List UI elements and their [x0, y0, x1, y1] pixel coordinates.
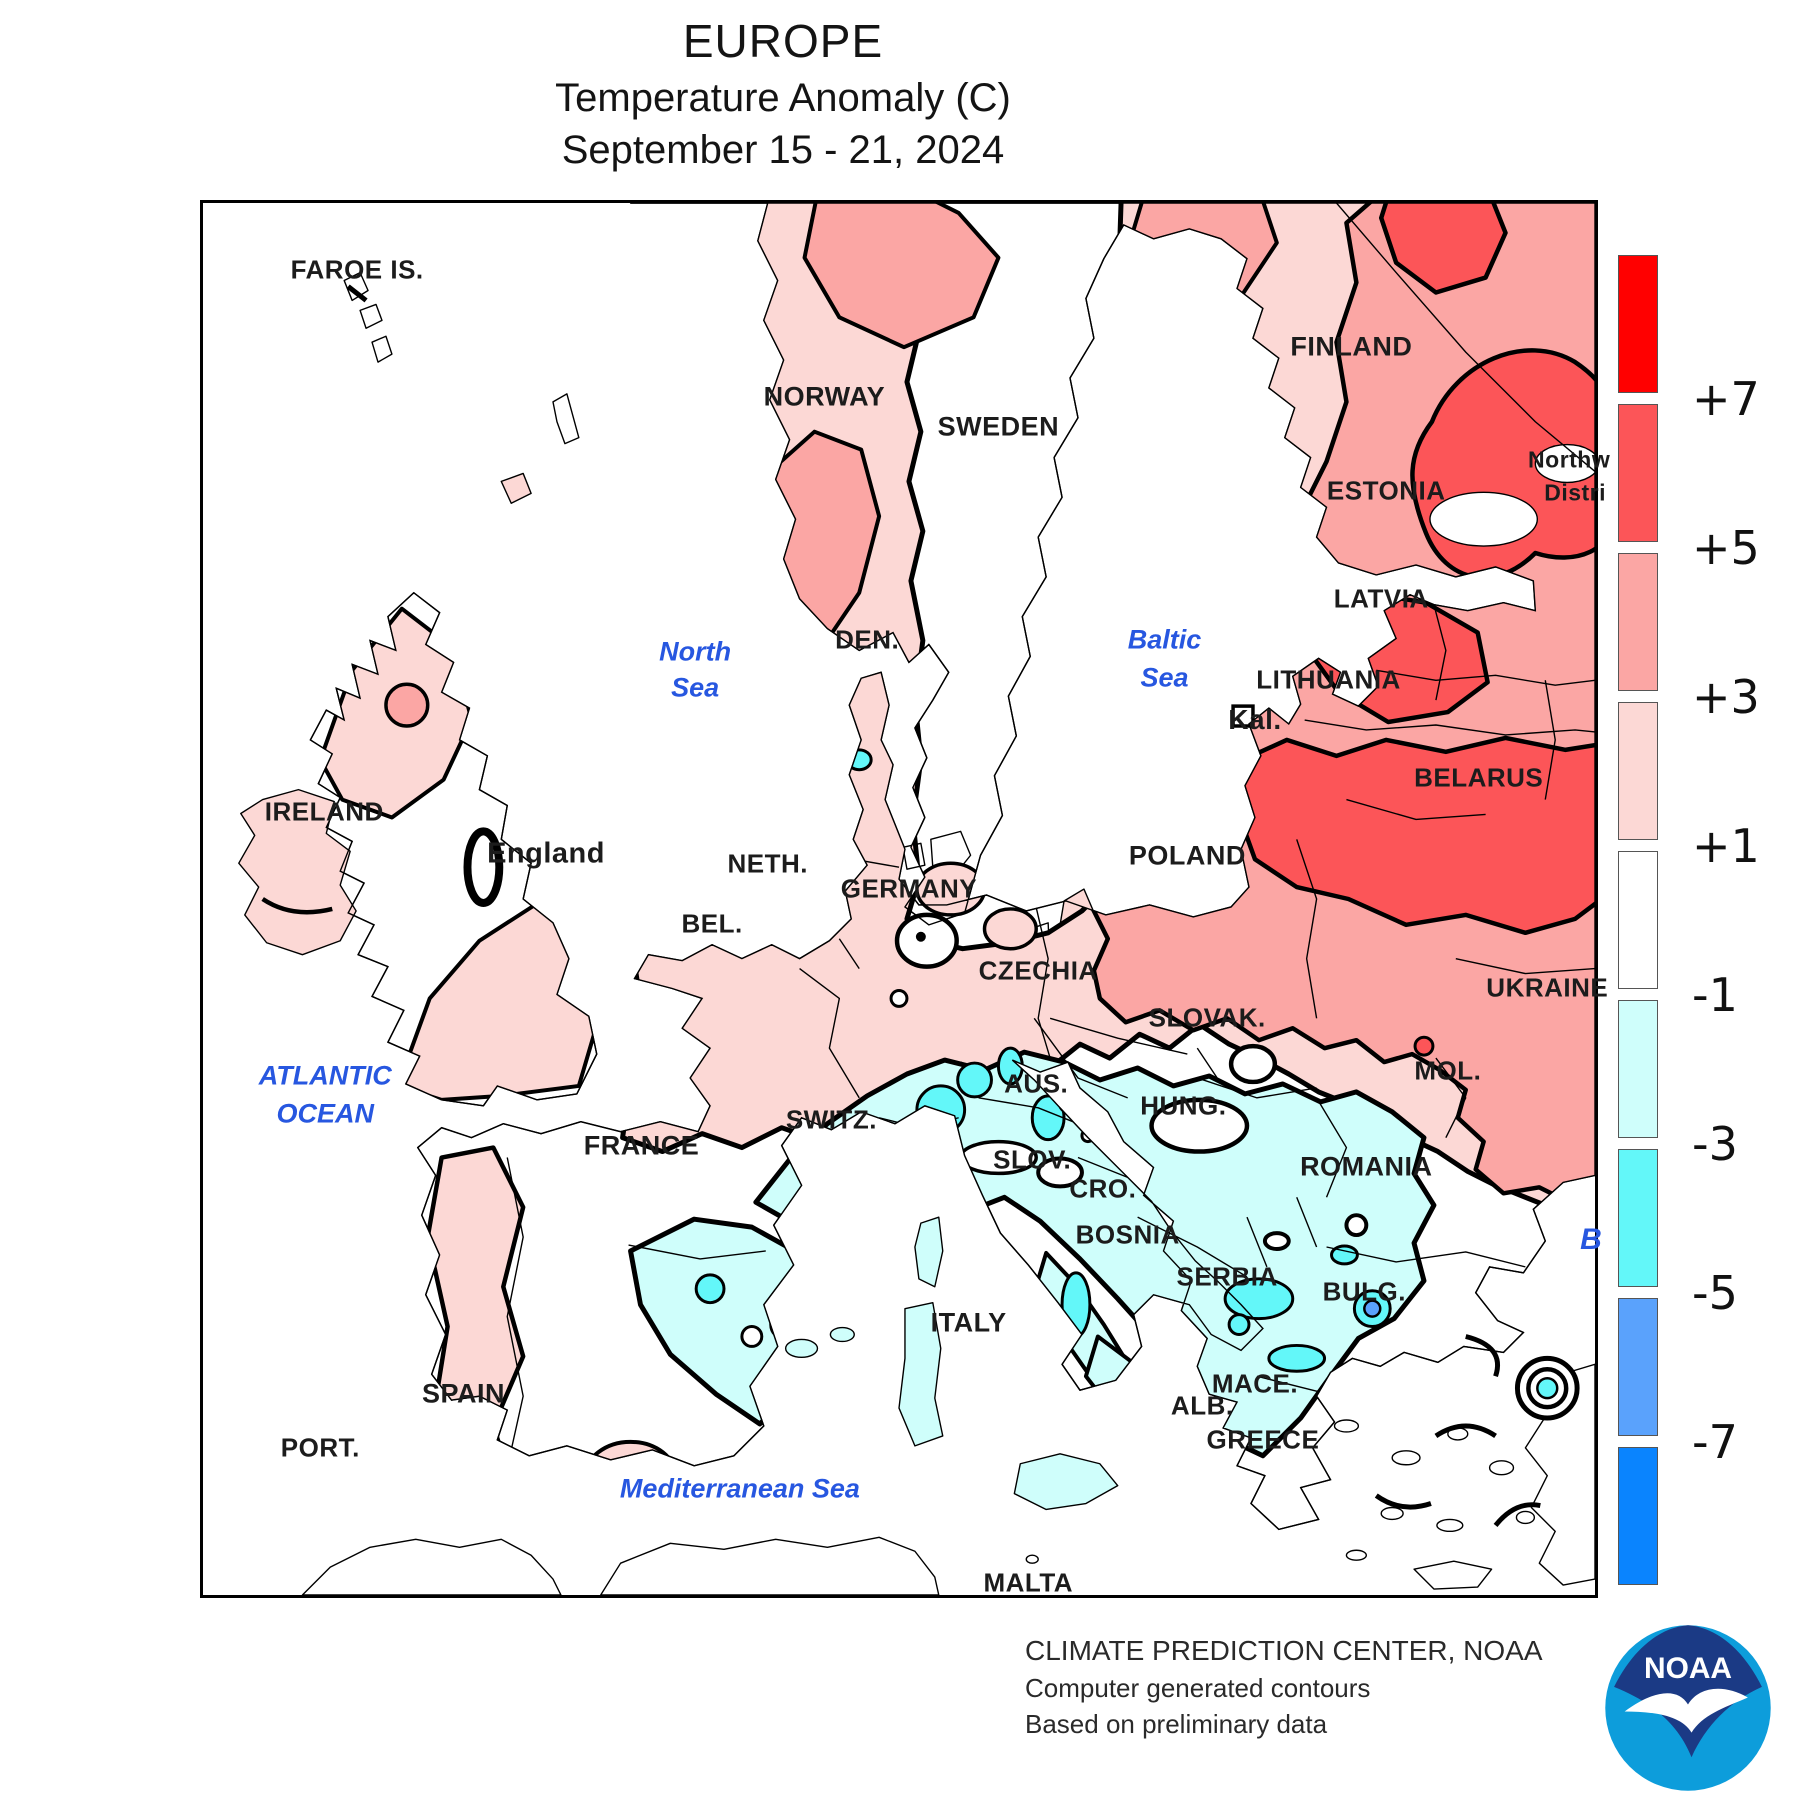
page-subtitle: Temperature Anomaly (C)	[555, 76, 1011, 120]
band-plus5-topright	[1378, 203, 1508, 295]
contour-details	[261, 284, 1580, 1527]
legend-swatch-0	[1618, 255, 1658, 393]
malta-island	[1025, 1554, 1039, 1564]
aegean-arc-1	[1434, 1423, 1497, 1439]
footer-method: Computer generated contours	[1025, 1673, 1371, 1703]
aegean-island-6	[1436, 1518, 1464, 1533]
aegean-island-5	[1380, 1506, 1404, 1521]
faroe-contour	[346, 284, 368, 303]
band-minus5-bulgaria	[1363, 1299, 1382, 1318]
band-minus3-kosovo	[1227, 1313, 1251, 1336]
noaa-gull-icon	[1624, 1688, 1748, 1733]
footer-datanote: Based on preliminary data	[1025, 1709, 1328, 1739]
legend-label-+1: +1	[1692, 819, 1760, 873]
legend-swatch-5	[1618, 1000, 1658, 1138]
legend-label--7: -7	[1692, 1415, 1738, 1469]
band-plus3-nnorway	[802, 203, 1001, 350]
balearic-1	[784, 1338, 819, 1359]
aegean-island-7	[1515, 1510, 1536, 1525]
coastline-overlay	[309, 203, 1595, 1531]
europe-anomaly-map: FAROE IS. NORWAY SWEDEN FINLAND ESTONIA North…	[200, 200, 1610, 1598]
legend-swatch-3	[1618, 702, 1658, 840]
ireland-contour	[261, 897, 333, 915]
aegean-island-1	[1333, 1419, 1360, 1433]
hole-germany	[894, 912, 959, 969]
hole-spain	[740, 1325, 764, 1348]
corsica	[914, 1216, 944, 1288]
footer-agency: CLIMATE PREDICTION CENTER, NOAA	[1025, 1635, 1543, 1666]
legend-label-+7: +7	[1692, 372, 1760, 426]
legend-label-+3: +3	[1692, 670, 1760, 724]
legend-swatch-6	[1618, 1149, 1658, 1287]
legend-swatch-7	[1618, 1298, 1658, 1436]
sicily	[1013, 1453, 1119, 1511]
orkney	[500, 472, 532, 504]
band-minus3-serbia	[1223, 1277, 1295, 1321]
lake-onega	[1534, 443, 1595, 484]
hole-slovenia	[1036, 1156, 1084, 1189]
contour-ring-serbia-small	[1262, 1231, 1291, 1251]
hole-germany-dot	[915, 931, 926, 942]
contour-ring-germany-small	[889, 988, 909, 1008]
hole-nbulgaria	[1344, 1213, 1369, 1238]
date-range: September 15 - 21, 2024	[561, 128, 1005, 172]
balearic-2	[829, 1326, 855, 1343]
band-plus5-belarus	[1234, 735, 1595, 936]
legend-label--5: -5	[1692, 1266, 1738, 1320]
legend-label--3: -3	[1692, 1117, 1738, 1171]
faroe-1	[343, 271, 369, 302]
band-plus3-scotland	[384, 682, 430, 728]
map-canvas	[203, 203, 1595, 1595]
band-minus3-romania	[1330, 1244, 1359, 1266]
shetland	[552, 393, 580, 445]
legend-label--1: -1	[1692, 968, 1738, 1022]
legend-swatch-4	[1618, 851, 1658, 989]
footer-credits: CLIMATE PREDICTION CENTER, NOAA Computer…	[1025, 1632, 1543, 1742]
hole-po-valley	[958, 1139, 1038, 1176]
legend-label-+5: +5	[1692, 521, 1760, 575]
country-borders	[506, 203, 1595, 1468]
aegean-arc-2	[1374, 1493, 1432, 1510]
bullseye-turkey-core	[1536, 1377, 1559, 1400]
faroe-2	[359, 303, 383, 329]
page-title: EUROPE	[682, 15, 884, 67]
bosphorus-arc	[1465, 1334, 1501, 1378]
band-minus3-alps2	[956, 1061, 993, 1099]
aegean-island-4	[1488, 1460, 1515, 1476]
aegean-island-2	[1391, 1450, 1421, 1466]
morocco	[301, 1538, 562, 1595]
noaa-logo: NOAA	[1605, 1625, 1771, 1791]
kaliningrad-box	[1231, 704, 1255, 728]
legend-swatch-2	[1618, 553, 1658, 691]
band-minus3-spain1	[694, 1273, 726, 1305]
hole-slovakia	[1228, 1043, 1278, 1085]
lake-ladoga	[1429, 491, 1539, 547]
noaa-logo-sky	[1614, 1625, 1762, 1758]
band-plus5-ukraine-dot	[1413, 1035, 1435, 1057]
band-plus1-ssweden2	[982, 907, 1038, 951]
sardinia	[898, 1301, 944, 1447]
hole-hungary	[1149, 1097, 1250, 1154]
legend-swatch-1	[1618, 404, 1658, 542]
aegean-island-8	[1345, 1549, 1368, 1561]
band-minus3-macedonia	[1267, 1343, 1327, 1373]
aegean-arc-3	[1493, 1502, 1541, 1527]
legend-swatch-8	[1618, 1447, 1658, 1585]
faroe-3	[371, 335, 393, 363]
noaa-logo-text: NOAA	[1644, 1652, 1732, 1685]
contour-ring-england	[463, 827, 504, 907]
north-africa	[600, 1536, 940, 1595]
crete	[1413, 1560, 1493, 1590]
